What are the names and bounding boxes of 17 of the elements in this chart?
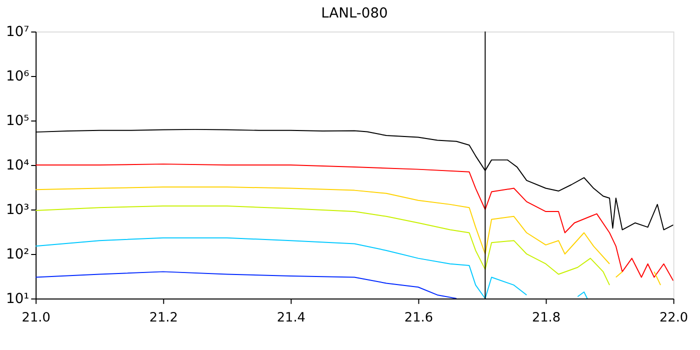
- x-tick-label: 21.2: [149, 310, 178, 326]
- x-tick-label: 21.4: [276, 310, 306, 326]
- y-tick-label: 10⁵: [6, 112, 30, 129]
- line-series: [36, 164, 674, 282]
- line-series: [36, 271, 457, 298]
- y-tick-label: 10²: [6, 246, 30, 262]
- y-tick-label: 10⁶: [6, 68, 30, 84]
- x-tick-label: 22.0: [659, 310, 688, 326]
- y-tick-label: 10¹: [6, 290, 30, 307]
- chart-title: LANL-080: [321, 6, 388, 22]
- y-tick-label: 10⁴: [6, 157, 30, 174]
- x-tick-label: 21.6: [404, 310, 434, 326]
- line-series: [36, 205, 610, 286]
- y-tick-label: 10³: [6, 202, 30, 218]
- x-tick-label: 21.0: [22, 310, 50, 326]
- y-tick-label: 10⁷: [6, 24, 30, 40]
- x-tick-label: 21.8: [532, 310, 561, 326]
